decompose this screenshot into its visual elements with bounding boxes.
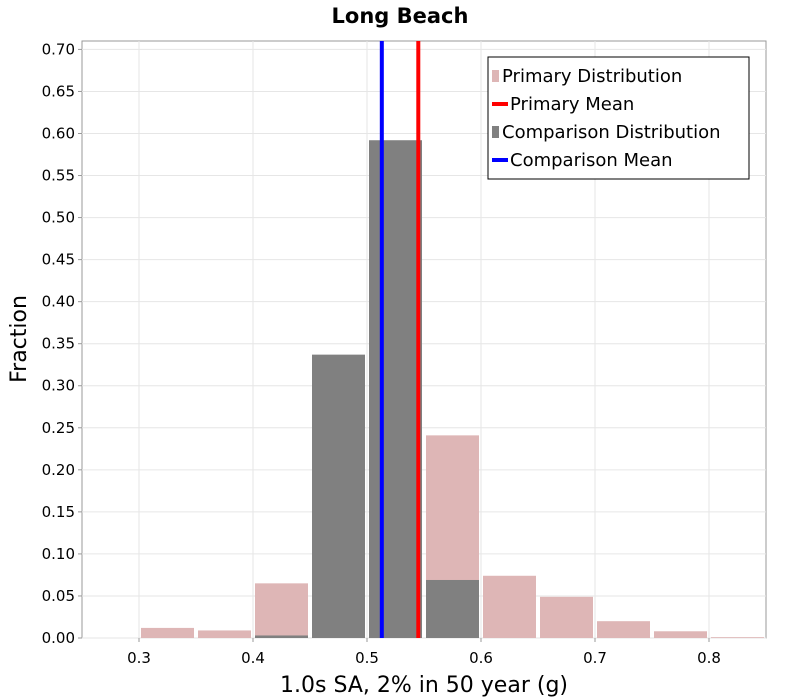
histogram-bar (483, 575, 536, 638)
histogram-bar (255, 583, 308, 638)
histogram-bar (312, 354, 365, 638)
x-tick-label: 0.8 (697, 649, 721, 667)
y-tick-label: 0.35 (42, 335, 75, 353)
x-tick-label: 0.3 (127, 649, 151, 667)
y-tick-label: 0.60 (42, 124, 75, 142)
histogram-bar (540, 596, 593, 638)
legend-label: Comparison Distribution (502, 122, 721, 143)
legend-box (487, 56, 750, 180)
histogram-bar (198, 630, 251, 638)
chart-title: Long Beach (332, 4, 469, 28)
x-tick-label: 0.5 (355, 649, 379, 667)
y-tick-label: 0.65 (42, 82, 75, 100)
x-axis-ticks: 0.3 0.4 0.5 0.6 0.7 0.8 (127, 638, 721, 667)
histogram-bar (255, 635, 308, 638)
y-tick-label: 0.00 (42, 629, 75, 647)
bars (141, 140, 764, 638)
histogram-bar (711, 637, 764, 638)
legend: Primary Distribution Primary Mean Comparis… (487, 56, 750, 180)
y-axis-label: Fraction (7, 295, 32, 383)
y-tick-label: 0.30 (42, 377, 75, 395)
legend-label: Primary Distribution (502, 66, 682, 87)
y-tick-label: 0.40 (42, 293, 75, 311)
y-tick-label: 0.55 (42, 167, 75, 185)
x-tick-label: 0.6 (469, 649, 493, 667)
y-tick-label: 0.05 (42, 587, 75, 605)
x-axis-label: 1.0s SA, 2% in 50 year (g) (280, 673, 568, 698)
histogram-bar (426, 579, 479, 638)
legend-swatch (492, 126, 499, 138)
mean-lines (379, 41, 421, 638)
y-tick-label: 0.45 (42, 251, 75, 269)
histogram-bar (141, 627, 194, 638)
y-tick-label: 0.10 (42, 545, 75, 563)
x-tick-label: 0.7 (583, 649, 607, 667)
y-tick-label: 0.25 (42, 419, 75, 437)
histogram-bar (597, 621, 650, 638)
legend-swatch (492, 70, 499, 82)
histogram-bar (369, 140, 422, 638)
y-tick-label: 0.70 (42, 40, 75, 58)
legend-label: Comparison Mean (510, 150, 673, 171)
y-tick-label: 0.15 (42, 503, 75, 521)
histogram-bar (654, 631, 707, 638)
legend-label: Primary Mean (510, 94, 634, 115)
x-tick-label: 0.4 (241, 649, 265, 667)
y-tick-label: 0.50 (42, 209, 75, 227)
y-tick-label: 0.20 (42, 461, 75, 479)
y-axis-ticks: 0.00 0.05 0.10 0.15 0.20 0.25 0.30 0.35 0.40 0.45… (42, 40, 82, 647)
